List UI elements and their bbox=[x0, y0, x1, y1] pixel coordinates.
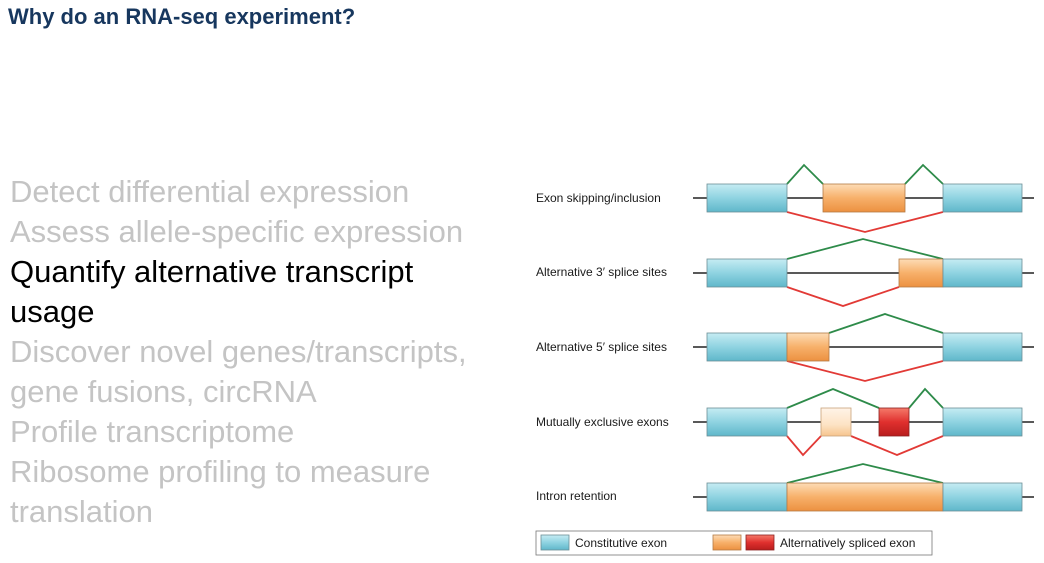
legend-alternative-label: Alternatively spliced exon bbox=[780, 536, 915, 550]
alternative-exon bbox=[822, 183, 906, 213]
row-intron-retention: Intron retention bbox=[536, 463, 1034, 512]
constitutive-exon bbox=[942, 482, 1023, 512]
row-alt-3-splice: Alternative 3′ splice sites bbox=[536, 238, 1034, 307]
row-label: Intron retention bbox=[536, 489, 617, 503]
legend-constitutive-swatch bbox=[540, 534, 570, 551]
row-label: Alternative 3′ splice sites bbox=[536, 265, 667, 279]
constitutive-exon bbox=[706, 407, 788, 437]
inclusion-path bbox=[828, 313, 944, 334]
constitutive-exon bbox=[706, 258, 788, 288]
constitutive-exon bbox=[942, 258, 1023, 288]
constitutive-exon bbox=[942, 407, 1023, 437]
inclusion-path bbox=[904, 163, 944, 185]
constitutive-exon bbox=[706, 183, 788, 213]
alternative-exon bbox=[898, 258, 944, 288]
skipping-path bbox=[786, 435, 822, 457]
legend-alternative-swatch bbox=[712, 534, 742, 551]
bullet-item: gene fusions, circRNA bbox=[10, 374, 317, 409]
skipping-path bbox=[786, 360, 944, 382]
inclusion-path bbox=[786, 163, 824, 185]
bullet-item: translation bbox=[10, 494, 154, 529]
constitutive-exon bbox=[706, 332, 788, 362]
inclusion-path bbox=[786, 463, 944, 484]
retained-intron bbox=[786, 482, 944, 512]
bullet-item: Ribosome profiling to measure bbox=[10, 454, 431, 489]
inclusion-path bbox=[908, 387, 944, 409]
constitutive-exon bbox=[942, 332, 1023, 362]
row-label: Alternative 5′ splice sites bbox=[536, 340, 667, 354]
bullet-list: Detect differential expression Assess al… bbox=[10, 172, 550, 532]
skipping-path bbox=[786, 211, 944, 233]
constitutive-exon bbox=[942, 183, 1023, 213]
skipping-path bbox=[786, 286, 900, 307]
row-exon-skipping: Exon skipping/inclusion bbox=[536, 163, 1034, 233]
bullet-item-active: usage bbox=[10, 294, 95, 329]
bullet-item: Assess allele-specific expression bbox=[10, 214, 464, 249]
bullet-item-active: Quantify alternative transcript bbox=[10, 254, 414, 289]
bullet-item: Profile transcriptome bbox=[10, 414, 295, 449]
bullet-item: Detect differential expression bbox=[10, 174, 410, 209]
bullet-item: Discover novel genes/transcripts, bbox=[10, 334, 467, 369]
row-mutually-exclusive: Mutually exclusive exons bbox=[536, 387, 1034, 457]
constitutive-exon bbox=[706, 482, 788, 512]
alternative-exon bbox=[820, 407, 852, 437]
row-label: Mutually exclusive exons bbox=[536, 415, 669, 429]
legend-constitutive-label: Constitutive exon bbox=[575, 536, 667, 550]
alternative-exon bbox=[786, 332, 830, 362]
inclusion-path bbox=[786, 388, 880, 409]
slide-title: Why do an RNA-seq experiment? bbox=[8, 4, 356, 29]
inclusion-path bbox=[786, 238, 944, 260]
legend: Constitutive exon Alternatively spliced … bbox=[535, 530, 933, 556]
row-label: Exon skipping/inclusion bbox=[536, 191, 661, 205]
legend-exclusive-swatch bbox=[745, 534, 775, 551]
skipping-path bbox=[850, 435, 944, 456]
exclusive-exon bbox=[878, 407, 910, 437]
row-alt-5-splice: Alternative 5′ splice sites bbox=[536, 313, 1034, 382]
